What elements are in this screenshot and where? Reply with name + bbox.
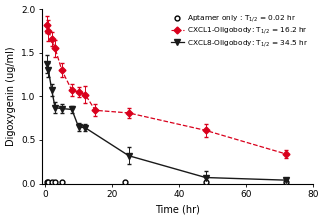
Legend: Aptamer only : $\mathregular{T_{1/2}}$ = 0.02 hr, CXCL1-Oligobody: $\mathregular: Aptamer only : $\mathregular{T_{1/2}}$ =…	[170, 13, 309, 49]
Y-axis label: Digoxygenin (ug/ml): Digoxygenin (ug/ml)	[6, 47, 16, 146]
X-axis label: Time (hr): Time (hr)	[155, 204, 200, 214]
